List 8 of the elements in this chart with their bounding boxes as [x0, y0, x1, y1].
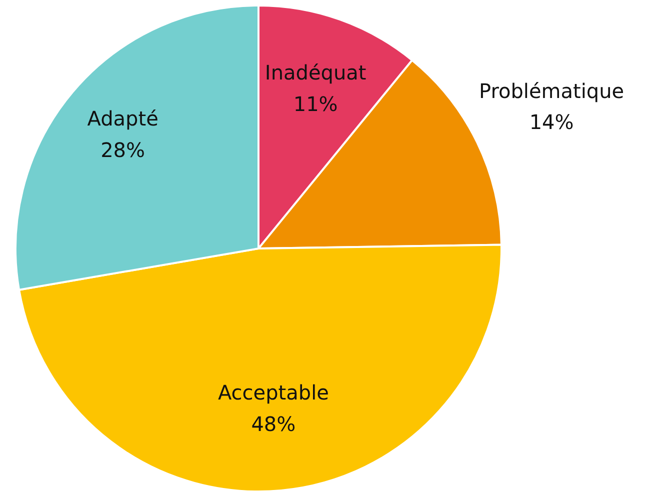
- slice-label: Acceptable: [218, 380, 329, 405]
- slice-label: Adapté: [87, 106, 158, 131]
- data-label: 48%: [251, 412, 296, 436]
- data-label: 28%: [100, 138, 146, 162]
- data-label: 11%: [293, 92, 338, 116]
- slice-label: Problématique: [479, 78, 624, 103]
- slice-label: Inadéquat: [264, 60, 366, 85]
- data-label: 14%: [529, 110, 574, 134]
